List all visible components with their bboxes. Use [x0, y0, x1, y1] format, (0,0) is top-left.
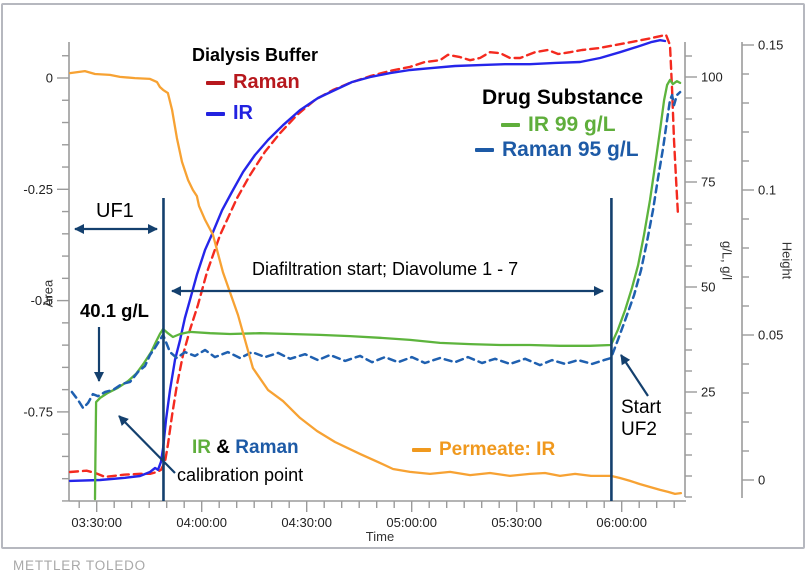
start-uf2-annotation: Start UF2	[621, 397, 661, 441]
gl-tick-label: 25	[701, 385, 715, 400]
x-tick-label: 04:00:00	[176, 515, 227, 530]
series-drug-substance-raman	[70, 90, 682, 410]
series-layer	[68, 33, 683, 501]
start-uf2-line2: UF2	[621, 419, 657, 440]
x-tick-label: 05:30:00	[491, 515, 542, 530]
height-axis-title: Height	[779, 241, 795, 280]
time-axis-title: Time	[365, 529, 395, 544]
height-tick-label: 0.15	[758, 38, 783, 53]
legend-permeate-label: Permeate: IR	[439, 439, 556, 460]
height-axis: 0.15 0.1 0.05 0	[741, 38, 783, 498]
legend-drug-raman: Raman 95 g/L	[475, 138, 639, 162]
legend-dialysis-title: Dialysis Buffer	[192, 45, 319, 65]
drug-ir-dash-icon	[501, 123, 520, 127]
height-tick-label: 0	[758, 473, 765, 488]
legend-drug-title: Drug Substance	[482, 86, 644, 109]
start-uf2-arrow	[620, 354, 649, 397]
series-permeate-ir	[68, 69, 683, 496]
area-axis: 0 -0.25 -0.5 -0.75	[23, 42, 70, 502]
diafiltration-annotation: Diafiltration start; Diavolume 1 - 7	[252, 259, 519, 279]
calibration-annotation-line2: calibration point	[177, 465, 304, 485]
area-axis-title: Area	[40, 279, 56, 308]
series-dialysis-buffer-raman	[68, 33, 680, 479]
uf1-annotation: UF1	[96, 200, 134, 222]
calibration-raman-label: Raman	[235, 437, 299, 458]
height-tick-label: 0.05	[758, 328, 783, 343]
legend-dialysis-raman-label: Raman	[233, 71, 300, 93]
legend-dialysis-raman: Raman	[206, 71, 300, 94]
legend-drug-ir: IR 99 g/L	[501, 113, 616, 137]
gl-axis-title: g/L, g/l	[719, 240, 735, 281]
legend-permeate: Permeate: IR	[412, 439, 555, 461]
legend-drug-raman-label: Raman 95 g/L	[502, 138, 639, 161]
x-tick-label: 03:30:00	[71, 515, 122, 530]
event-lines	[162, 198, 613, 501]
series-drug-substance-ir	[93, 78, 682, 501]
chart-canvas: 03:30:00 04:00:00 04:30:00 05:00:00 05:30:00…	[23, 33, 783, 530]
gl-tick-label: 75	[701, 175, 715, 190]
x-axis: 03:30:00 04:00:00 04:30:00 05:00:00 05:30:00…	[69, 500, 686, 530]
height-tick-label: 0.1	[758, 183, 776, 198]
legend-dialysis-ir-label: IR	[233, 102, 253, 124]
concentration-annotation: 40.1 g/L	[80, 300, 149, 321]
area-tick-label: -0.75	[23, 404, 53, 419]
annotation-arrows	[73, 223, 649, 474]
legend-drug-ir-label: IR 99 g/L	[528, 113, 616, 136]
ir-dash-icon	[206, 111, 225, 116]
gl-axis: 100 75 50 25	[684, 42, 723, 498]
area-tick-label: -0.25	[23, 182, 53, 197]
calibration-sep: &	[211, 437, 236, 458]
x-tick-label: 06:00:00	[596, 515, 647, 530]
area-tick-label: 0	[46, 71, 53, 86]
gl-tick-label: 100	[701, 70, 723, 85]
area-tick-label: -0.5	[31, 293, 53, 308]
mettler-toledo-logo: METTLER TOLEDO	[13, 558, 146, 573]
permeate-dash-icon	[412, 448, 431, 452]
calibration-point-arrow	[118, 415, 176, 474]
legend-dialysis-ir: IR	[206, 102, 253, 125]
start-uf2-line1: Start	[621, 397, 662, 418]
drug-raman-dash-icon	[475, 148, 494, 152]
x-tick-label: 05:00:00	[386, 515, 437, 530]
x-tick-label: 04:30:00	[281, 515, 332, 530]
chart-panel-border	[1, 3, 805, 549]
gl-tick-label: 50	[701, 280, 715, 295]
calibration-ir-label: IR	[192, 437, 211, 458]
raman-dash-icon	[206, 80, 225, 85]
calibration-annotation-line1: IR & Raman	[192, 437, 299, 459]
